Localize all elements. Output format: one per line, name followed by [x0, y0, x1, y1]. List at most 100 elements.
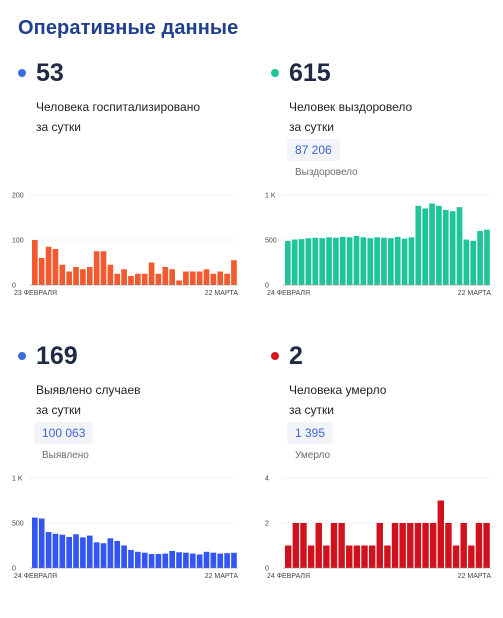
cases-total-label: Выявлено — [42, 450, 89, 461]
bar — [374, 237, 380, 285]
x-tick-label: 22 МАРТА — [458, 290, 492, 297]
x-tick-label: 22 МАРТА — [205, 290, 239, 297]
bar — [203, 269, 210, 285]
bar — [217, 553, 224, 568]
bullet-dot — [18, 69, 26, 77]
deaths-total: 1 395 — [287, 422, 334, 444]
y-tick-label: 0 — [265, 283, 269, 290]
bar — [189, 553, 196, 568]
bar — [141, 552, 148, 568]
bar — [361, 545, 368, 568]
recovered-count: 615 — [289, 59, 331, 87]
bar — [100, 543, 107, 568]
hospitalized-count: 53 — [36, 59, 64, 87]
bar — [169, 550, 175, 568]
y-tick-label: 1 K — [265, 193, 276, 200]
bar — [176, 280, 182, 285]
bar — [45, 532, 52, 568]
bar — [339, 236, 346, 285]
bar — [300, 523, 307, 568]
page-title: Оперативные данные — [18, 17, 239, 39]
bar — [66, 536, 72, 568]
bullet-dot — [271, 352, 279, 360]
bar — [436, 205, 442, 285]
bullet-dot — [271, 69, 279, 77]
x-tick-label: 23 ФЕВРАЛЯ — [14, 290, 57, 297]
bar — [346, 545, 353, 568]
bar — [298, 239, 305, 285]
bar — [477, 231, 483, 285]
bar — [445, 523, 452, 568]
caption-line: Человек выздоровело — [289, 100, 413, 114]
cases-caption: Выявлено случаев за сутки — [36, 380, 236, 420]
bar — [169, 269, 175, 285]
x-tick-label: 22 МАРТА — [205, 573, 239, 580]
deaths-count: 2 — [289, 342, 303, 370]
bar — [399, 523, 406, 568]
bar — [381, 237, 387, 285]
bar — [315, 523, 322, 568]
bar — [224, 273, 230, 285]
bar — [148, 262, 155, 285]
caption-line: за сутки — [36, 120, 81, 134]
x-tick-label: 24 ФЕВРАЛЯ — [267, 290, 310, 297]
caption-line: Человека госпитализировано — [36, 100, 201, 114]
bar — [391, 523, 399, 568]
bar — [338, 523, 345, 568]
bar — [73, 267, 79, 285]
deaths-total-label: Умерло — [295, 450, 331, 461]
bar — [183, 552, 189, 568]
bar — [353, 235, 360, 285]
bar — [80, 537, 86, 568]
bar — [437, 500, 445, 568]
bar — [114, 273, 121, 285]
bar — [162, 553, 169, 568]
bar — [408, 237, 415, 285]
bar — [59, 264, 66, 285]
bar — [52, 533, 59, 568]
bar — [407, 523, 414, 568]
bar — [135, 551, 141, 568]
hospitalized-panel: 53 Человека госпитализировано за сутки 2… — [12, 55, 242, 335]
bar — [463, 239, 470, 285]
hospitalized-chart: 200 100 023 ФЕВРАЛЯ 22 МАРТА — [12, 193, 239, 298]
bar — [305, 238, 312, 285]
bar — [121, 545, 127, 568]
bar — [217, 271, 224, 285]
bar — [470, 240, 477, 285]
caption-line: Выявлено случаев — [36, 383, 141, 397]
bar — [32, 517, 38, 568]
cases-total: 100 063 — [34, 422, 94, 444]
bar — [231, 260, 237, 285]
bar — [292, 523, 300, 568]
cases-chart: 1 K 500 024 ФЕВРАЛЯ 22 МАРТА — [12, 476, 239, 581]
bar — [141, 273, 148, 285]
bar — [107, 264, 114, 285]
bullet-dot — [18, 352, 26, 360]
bar — [128, 550, 134, 568]
recovered-total-label: Выздоровело — [295, 167, 358, 178]
bar — [346, 237, 353, 285]
y-tick-label: 4 — [265, 476, 269, 483]
cases-panel: 169 Выявлено случаев за сутки 100 063 Вы… — [12, 338, 242, 618]
bar — [319, 238, 325, 285]
bar — [135, 273, 141, 285]
recovered-chart: 1 K 500 024 ФЕВРАЛЯ 22 МАРТА — [265, 193, 492, 298]
bar — [231, 552, 237, 568]
caption-line: за сутки — [36, 403, 81, 417]
bar — [93, 542, 100, 568]
bar — [80, 269, 86, 285]
bar — [38, 518, 45, 568]
bar — [384, 545, 391, 568]
y-tick-label: 0 — [12, 566, 16, 573]
bar — [442, 209, 449, 285]
bar — [330, 523, 338, 568]
bar — [483, 523, 490, 568]
recovered-caption: Человек выздоровело за сутки — [289, 97, 489, 137]
bar — [183, 271, 189, 285]
bar — [326, 237, 332, 285]
bar — [394, 236, 401, 285]
y-tick-label: 500 — [12, 521, 24, 528]
recovered-panel: 615 Человек выздоровело за сутки 87 206 … — [265, 55, 495, 335]
bar — [376, 523, 383, 568]
